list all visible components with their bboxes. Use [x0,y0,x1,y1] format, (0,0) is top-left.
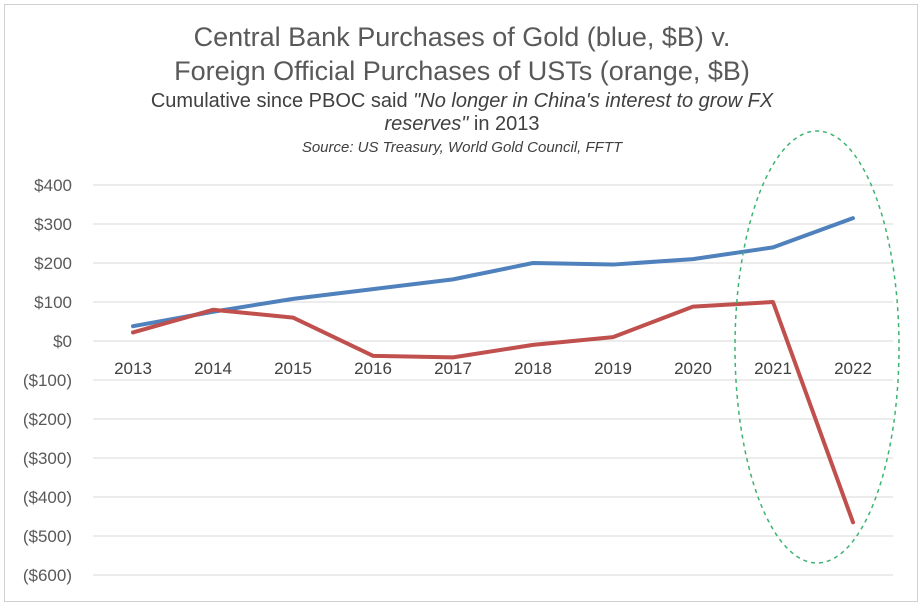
highlight-ellipse [734,130,900,564]
subtitle-year-text: in 2013 [468,113,540,135]
x-tick-label: 2022 [834,359,872,378]
y-tick-label: $0 [53,332,72,351]
subtitle-quote-a: "No longer in China's interest to grow F… [413,90,774,112]
y-tick-label: $200 [34,254,72,273]
chart-title-line-2: Foreign Official Purchases of USTs (oran… [174,56,750,86]
chart-subtitle-line-1: Cumulative since PBOC said "No longer in… [0,90,924,113]
series-lines [131,216,855,525]
x-tick-label: 2017 [434,359,472,378]
subtitle-quote-b: reserves" [384,113,469,135]
ust-purchases-line [131,300,855,525]
y-tick-label: ($200) [23,410,72,429]
x-tick-label: 2014 [194,359,232,378]
x-tick-label: 2015 [274,359,312,378]
subtitle-text: Cumulative since PBOC said [150,90,414,112]
x-tick-label: 2018 [514,359,552,378]
y-tick-label: ($600) [23,566,72,585]
x-axis-ticks: 2013 2014 2015 2016 2017 2018 2019 2020 2021 2022 [114,359,872,378]
x-tick-label: 2019 [594,359,632,378]
y-tick-label: ($100) [23,371,72,390]
x-tick-label: 2016 [354,359,392,378]
y-tick-label: ($400) [23,488,72,507]
y-tick-label: ($300) [23,449,72,468]
y-axis-ticks: $400 $300 $200 $100 $0 ($100) ($200) ($300) ($40… [23,176,72,585]
chart-source: Source: US Treasury, World Gold Council,… [301,139,623,156]
x-tick-label: 2021 [754,359,792,378]
y-tick-label: $400 [34,176,72,195]
chart-frame [4,4,918,602]
x-tick-label: 2020 [674,359,712,378]
y-tick-label: $300 [34,215,72,234]
y-tick-label: $100 [34,293,72,312]
x-tick-label: 2013 [114,359,152,378]
gridlines [93,184,893,576]
y-tick-label: ($500) [23,527,72,546]
chart-subtitle-line-2: reserves" in 2013 [0,113,924,136]
chart-title-line-1: Central Bank Purchases of Gold (blue, $B… [193,22,731,52]
gold-purchases-line [131,216,855,329]
